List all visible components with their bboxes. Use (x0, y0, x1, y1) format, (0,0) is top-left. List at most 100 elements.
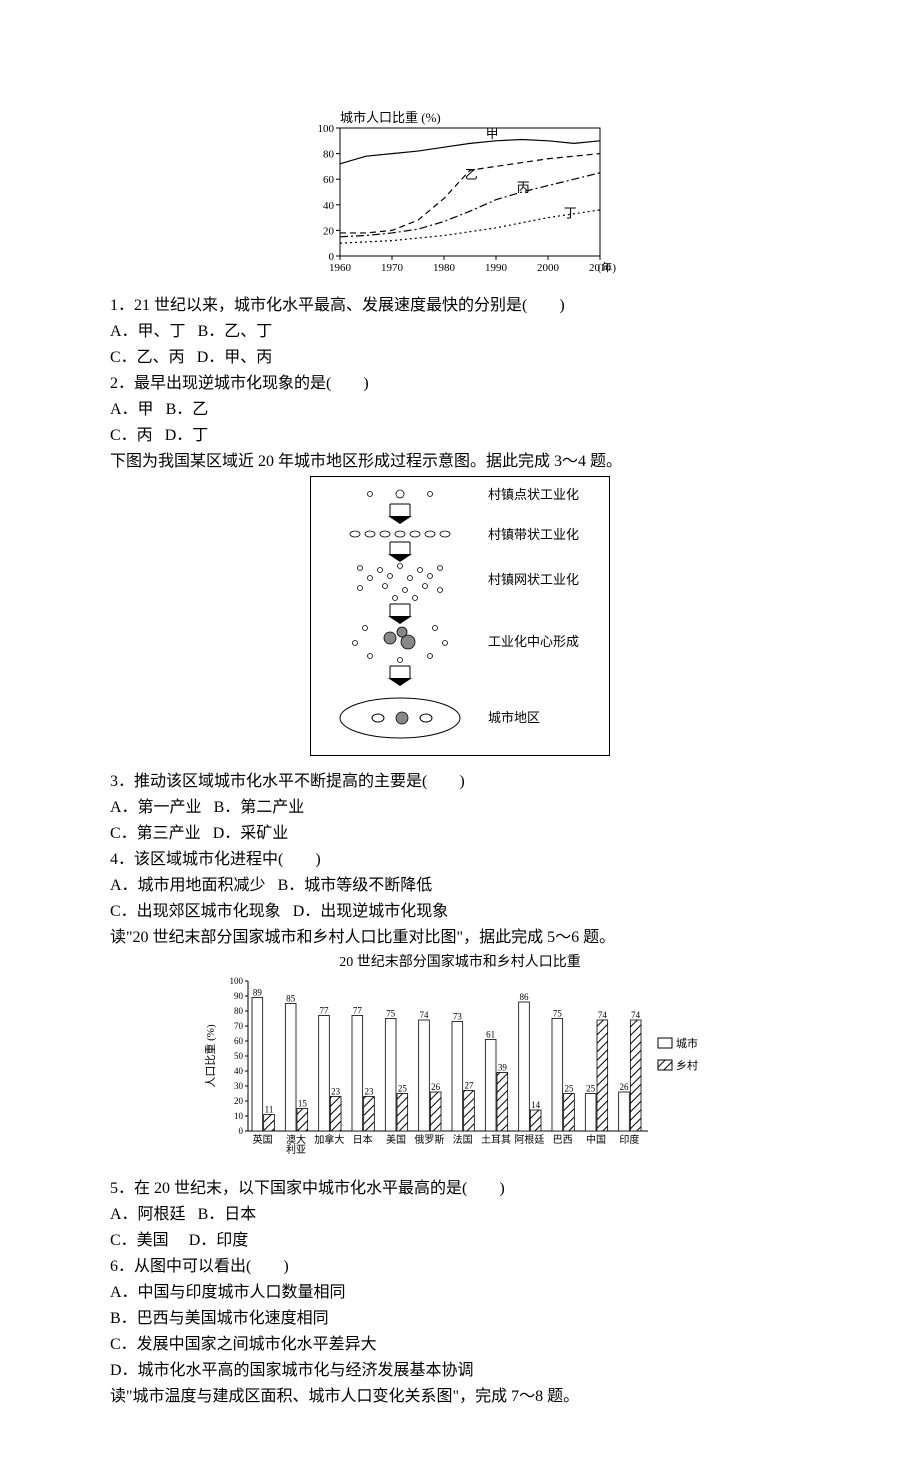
svg-text:丁: 丁 (564, 206, 577, 221)
q2-optB: B．乙 (166, 401, 209, 418)
intro-7-8: 读"城市温度与建成区面积、城市人口变化关系图"，完成 7～8 题。 (110, 1385, 810, 1409)
q1-stem: 1．21 世纪以来，城市化水平最高、发展速度最快的分别是( ) (110, 294, 810, 318)
svg-text:20: 20 (323, 225, 335, 237)
svg-text:80: 80 (234, 1006, 244, 1016)
svg-text:2000: 2000 (537, 262, 560, 274)
svg-text:村镇网状工业化: 村镇网状工业化 (488, 572, 579, 587)
svg-text:1990: 1990 (485, 262, 508, 274)
q5-optA: A．阿根廷 (110, 1206, 186, 1223)
svg-text:70: 70 (234, 1021, 244, 1031)
svg-text:10: 10 (234, 1111, 244, 1121)
q6-optA: A．中国与印度城市人口数量相同 (110, 1281, 810, 1305)
svg-text:60: 60 (234, 1036, 244, 1046)
q4-row-cd: C．出现郊区城市化现象 D．出现逆城市化现象 (110, 900, 810, 924)
svg-text:城市地区: 城市地区 (488, 710, 540, 725)
chart3-svg: 0102030405060708090100人口比重 (%)8911英国8515… (200, 973, 720, 1163)
svg-text:30: 30 (234, 1081, 244, 1091)
svg-text:75: 75 (386, 1009, 396, 1019)
q2-row-ab: A．甲 B．乙 (110, 398, 810, 422)
svg-text:100: 100 (230, 976, 244, 986)
q5-row-cd: C．美国 D．印度 (110, 1229, 810, 1253)
q1-row-ab: A．甲、丁 B．乙、丁 (110, 320, 810, 344)
chart1-figure: 城市人口比重 (%)020406080100196019701980199020… (110, 110, 810, 288)
svg-text:74: 74 (598, 1010, 608, 1020)
svg-text:39: 39 (498, 1063, 508, 1073)
intro-3-4: 下图为我国某区域近 20 年城市地区形成过程示意图。据此完成 3～4 题。 (110, 450, 810, 474)
q1-optD: D．甲、丙 (197, 349, 273, 366)
svg-text:77: 77 (353, 1006, 363, 1016)
svg-text:61: 61 (486, 1030, 495, 1040)
q5-stem: 5．在 20 世纪末，以下国家中城市化水平最高的是( ) (110, 1177, 810, 1201)
q6-stem: 6．从图中可以看出( ) (110, 1255, 810, 1279)
chart3-figure: 0102030405060708090100人口比重 (%)8911英国8515… (110, 973, 810, 1171)
svg-text:土耳其: 土耳其 (481, 1133, 511, 1146)
q1-row-cd: C．乙、丙 D．甲、丙 (110, 346, 810, 370)
svg-text:工业化中心形成: 工业化中心形成 (488, 634, 579, 649)
svg-text:1980: 1980 (433, 262, 456, 274)
svg-text:40: 40 (323, 200, 335, 212)
diagram2-figure: 村镇点状工业化村镇带状工业化村镇网状工业化工业化中心形成城市地区 (110, 476, 810, 764)
svg-text:村镇带状工业化: 村镇带状工业化 (488, 527, 579, 542)
svg-text:加拿大: 加拿大 (314, 1133, 344, 1146)
q6-optD: D．城市化水平高的国家城市化与经济发展基本协调 (110, 1359, 810, 1383)
svg-text:俄罗斯: 俄罗斯 (414, 1133, 444, 1146)
q2-optC: C．丙 (110, 427, 153, 444)
q2-optA: A．甲 (110, 401, 154, 418)
svg-text:人口比重 (%): 人口比重 (%) (203, 1024, 217, 1088)
q2-optD: D．丁 (165, 427, 209, 444)
svg-text:美国: 美国 (386, 1133, 406, 1146)
svg-text:26: 26 (431, 1082, 441, 1092)
svg-text:14: 14 (531, 1100, 541, 1110)
svg-text:村镇点状工业化: 村镇点状工业化 (488, 487, 579, 502)
svg-text:甲: 甲 (486, 126, 499, 141)
q5-optB: B．日本 (198, 1206, 257, 1223)
svg-text:86: 86 (520, 992, 530, 1002)
svg-text:23: 23 (365, 1087, 375, 1097)
svg-text:法国: 法国 (453, 1133, 473, 1146)
svg-text:利亚: 利亚 (286, 1144, 306, 1156)
svg-text:0: 0 (239, 1126, 244, 1136)
svg-text:丙: 丙 (517, 180, 530, 195)
q2-stem: 2．最早出现逆城市化现象的是( ) (110, 372, 810, 396)
q6-optC: C．发展中国家之间城市化水平差异大 (110, 1333, 810, 1357)
q5-row-ab: A．阿根廷 B．日本 (110, 1203, 810, 1227)
svg-text:印度: 印度 (619, 1133, 639, 1146)
svg-text:25: 25 (565, 1084, 575, 1094)
q3-row-ab: A．第一产业 B．第二产业 (110, 796, 810, 820)
svg-text:89: 89 (253, 988, 263, 998)
intro-5-6: 读"20 世纪末部分国家城市和乡村人口比重对比图"，据此完成 5～6 题。 (110, 926, 810, 950)
q1-optA: A．甲、丁 (110, 323, 186, 340)
svg-text:乙: 乙 (465, 167, 478, 182)
q3-optC: C．第三产业 (110, 825, 201, 842)
svg-text:日本: 日本 (353, 1133, 373, 1146)
svg-text:中国: 中国 (586, 1133, 606, 1146)
svg-text:74: 74 (420, 1010, 430, 1020)
svg-text:20: 20 (234, 1096, 244, 1106)
svg-text:23: 23 (331, 1087, 341, 1097)
svg-text:40: 40 (234, 1066, 244, 1076)
q3-optA: A．第一产业 (110, 799, 202, 816)
q4-row-ab: A．城市用地面积减少 B．城市等级不断降低 (110, 874, 810, 898)
svg-text:1960: 1960 (329, 262, 352, 274)
svg-text:城市: 城市 (676, 1036, 698, 1050)
svg-text:阿根廷: 阿根廷 (514, 1133, 544, 1146)
svg-text:90: 90 (234, 991, 244, 1001)
q3-optB: B．第二产业 (214, 799, 305, 816)
svg-text:75: 75 (553, 1009, 563, 1019)
svg-text:城市人口比重 (%): 城市人口比重 (%) (340, 110, 441, 125)
q5-optC: C．美国 (110, 1232, 169, 1249)
svg-text:85: 85 (286, 994, 296, 1004)
diagram2-svg: 村镇点状工业化村镇带状工业化村镇网状工业化工业化中心形成城市地区 (310, 476, 610, 756)
q3-row-cd: C．第三产业 D．采矿业 (110, 822, 810, 846)
svg-text:11: 11 (265, 1105, 274, 1115)
q4-optA: A．城市用地面积减少 (110, 877, 266, 894)
svg-text:74: 74 (631, 1010, 641, 1020)
svg-text:(年): (年) (598, 260, 617, 274)
q1-optB: B．乙、丁 (198, 323, 273, 340)
svg-text:50: 50 (234, 1051, 244, 1061)
svg-text:英国: 英国 (253, 1133, 273, 1146)
q4-stem: 4．该区域城市化进程中( ) (110, 848, 810, 872)
svg-text:巴西: 巴西 (553, 1134, 573, 1146)
q4-optB: B．城市等级不断降低 (278, 877, 433, 894)
chart3-title: 20 世纪末部分国家城市和乡村人口比重 (110, 952, 810, 973)
